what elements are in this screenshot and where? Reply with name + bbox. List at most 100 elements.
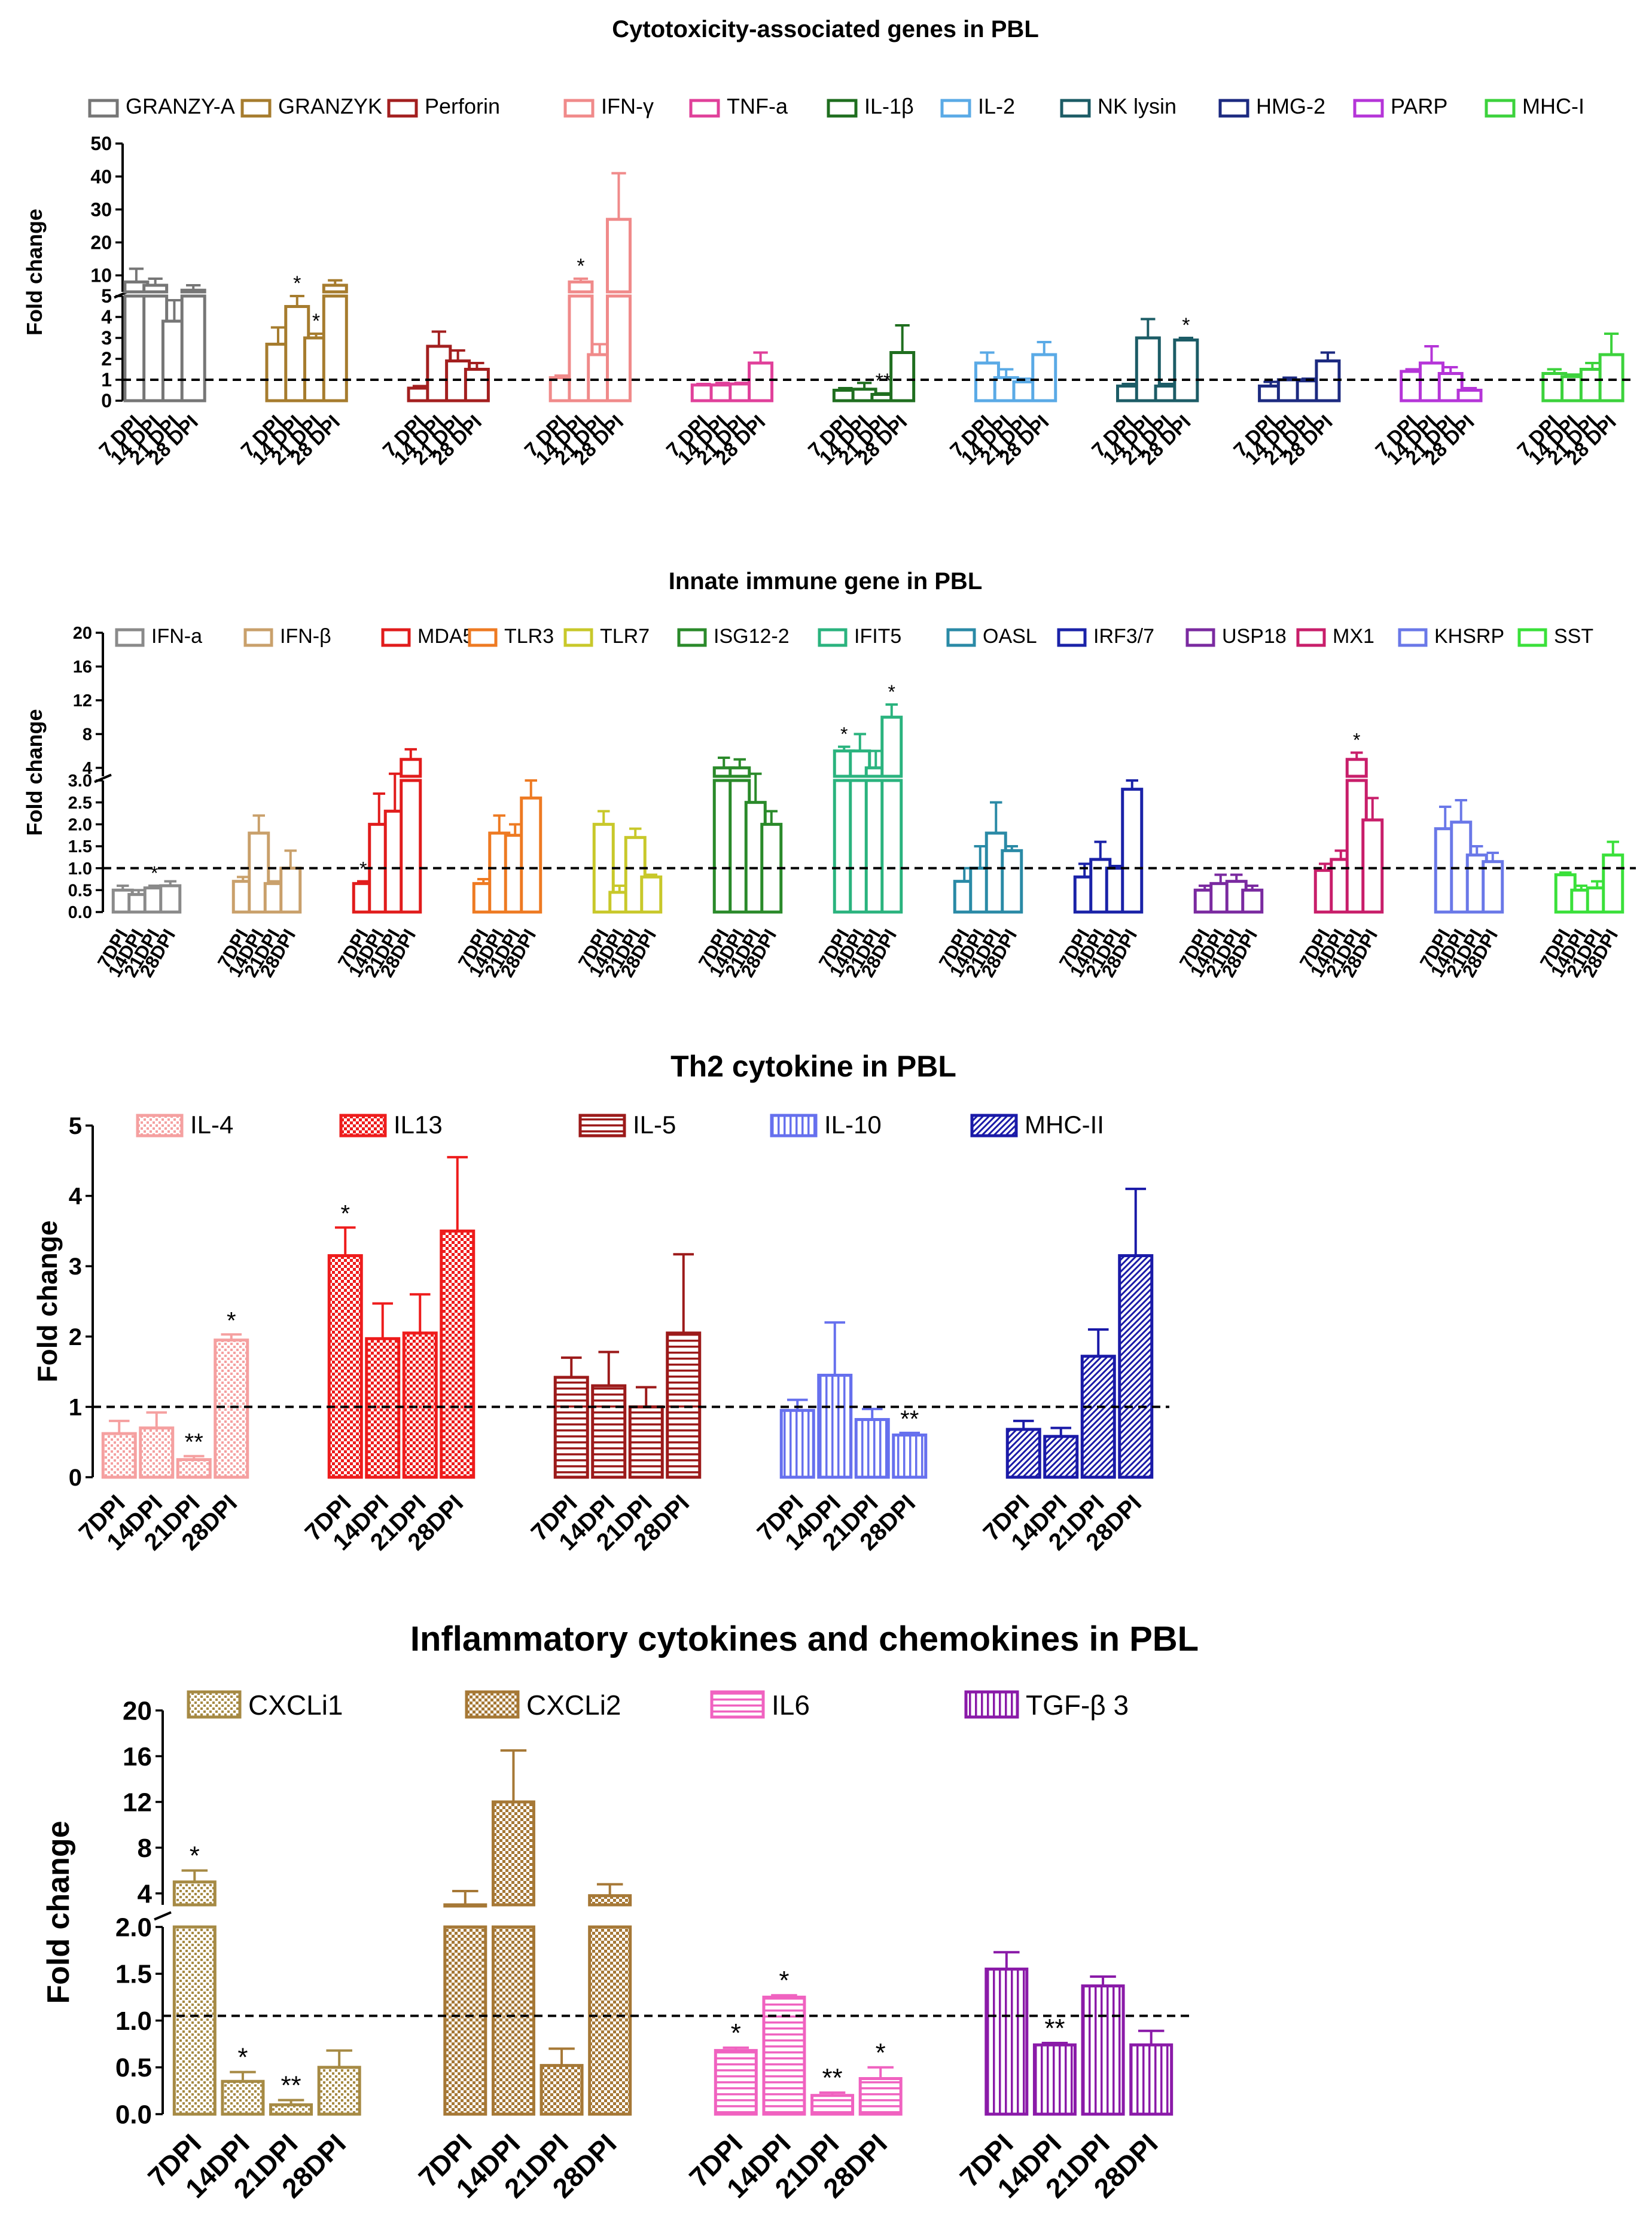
bar	[889, 351, 916, 402]
legend-label: IL-4	[190, 1111, 233, 1139]
legend-swatch	[677, 628, 707, 647]
bar	[591, 1384, 627, 1479]
legend-swatch	[964, 1690, 1019, 1719]
legend-swatch	[578, 1114, 626, 1138]
bar	[327, 1254, 363, 1479]
y-tick-label: 0	[101, 390, 112, 411]
y-tick-label: 0.0	[68, 903, 92, 922]
significance-label: *	[779, 1966, 789, 1995]
bar	[1361, 818, 1384, 914]
bar	[1345, 758, 1368, 778]
y-tick-label: 8	[83, 725, 92, 745]
y-tick-label: 3.0	[68, 772, 92, 791]
significance-label: *	[293, 272, 301, 295]
y-tick-label: 0.0	[115, 2100, 152, 2129]
bar	[159, 884, 182, 914]
bar	[269, 2103, 313, 2116]
bar	[221, 2079, 265, 2116]
y-tick-label: 5	[101, 285, 112, 307]
legend-label: KHSRP	[1434, 625, 1504, 648]
significance-label: *	[227, 1307, 236, 1334]
bar	[985, 1967, 1029, 2116]
significance-label: **	[185, 1429, 203, 1456]
chart-title: Inflammatory cytokines and chemokines in…	[410, 1620, 1199, 1658]
legend-label: IL-10	[824, 1111, 882, 1139]
legend-label: NK lysin	[1098, 94, 1176, 118]
bar	[400, 758, 422, 778]
legend-label: IFN-β	[280, 625, 331, 648]
significance-label: **	[822, 2063, 842, 2093]
y-tick-label: 30	[90, 199, 112, 220]
significance-label: **	[281, 2071, 301, 2100]
legend-label: ISG12-2	[714, 625, 790, 648]
y-tick-label: 50	[90, 133, 112, 154]
significance-label: *	[190, 1841, 200, 1871]
legend-swatch	[240, 99, 272, 118]
bar	[880, 779, 903, 914]
legend-label: SST	[1554, 625, 1593, 648]
bar	[139, 1426, 175, 1479]
y-tick-label: 0.5	[68, 881, 92, 900]
bar	[880, 715, 903, 778]
chart-title: Cytotoxicity-associated genes in PBL	[612, 16, 1039, 42]
legend-label: OASL	[983, 625, 1037, 648]
bar	[520, 796, 542, 914]
bar	[279, 867, 302, 914]
legend-label: USP18	[1222, 625, 1287, 648]
bar	[628, 1405, 664, 1479]
legend-swatch	[563, 99, 595, 118]
legend-swatch	[88, 99, 119, 118]
bar	[640, 875, 663, 914]
y-tick-label: 5	[69, 1113, 82, 1139]
significance-label: *	[340, 1201, 350, 1227]
legend-swatch	[1398, 628, 1428, 647]
legend-swatch	[1060, 99, 1091, 118]
legend-label: PARP	[1391, 94, 1447, 118]
bar	[588, 1925, 632, 2116]
bar	[317, 2066, 361, 2116]
y-tick-label: 4	[69, 1184, 83, 1210]
y-tick-label: 8	[138, 1834, 152, 1863]
bar	[1080, 1355, 1116, 1479]
significance-label: *	[151, 862, 158, 884]
legend-label: TNF-a	[727, 94, 788, 118]
bar	[1031, 353, 1057, 402]
bar	[540, 2064, 584, 2116]
bar	[491, 1925, 535, 2116]
legend-label: IL13	[394, 1111, 443, 1139]
y-tick-label: 1	[101, 369, 112, 391]
legend-label: CXCLi1	[248, 1690, 343, 1721]
chart-panel: Inflammatory cytokines and chemokines in…	[41, 1620, 1199, 2204]
y-tick-label: 2.0	[115, 1913, 152, 1942]
legend-swatch	[689, 99, 720, 118]
legend-label: TGF-β 3	[1026, 1690, 1129, 1721]
bar	[464, 368, 490, 402]
bar	[892, 1433, 928, 1479]
bar	[1129, 2043, 1174, 2116]
legend-swatch	[136, 1114, 184, 1138]
axis-break-mark	[94, 773, 112, 783]
bar	[402, 1331, 438, 1479]
bar	[1043, 1435, 1079, 1479]
bar	[1121, 788, 1144, 914]
legend-swatch	[1296, 628, 1326, 647]
y-tick-label: 3	[101, 327, 112, 349]
bar	[666, 1331, 702, 1479]
bar	[810, 2094, 855, 2116]
legend-swatch	[468, 628, 498, 647]
bar	[568, 280, 594, 294]
legend-swatch	[115, 628, 145, 647]
legend-swatch	[243, 628, 273, 647]
y-tick-label: 1.0	[115, 2007, 152, 2036]
legend-label: IFN-a	[151, 625, 202, 648]
significance-label: *	[359, 858, 367, 880]
legend-swatch	[970, 1114, 1018, 1138]
chart-title: Th2 cytokine in PBL	[670, 1050, 956, 1083]
y-tick-label: 12	[123, 1788, 152, 1817]
bar	[1456, 389, 1483, 402]
y-tick-label: 3	[69, 1254, 82, 1280]
significance-label: *	[1353, 729, 1360, 751]
y-axis-label: Fold change	[41, 1821, 76, 2004]
bar	[817, 1373, 853, 1479]
